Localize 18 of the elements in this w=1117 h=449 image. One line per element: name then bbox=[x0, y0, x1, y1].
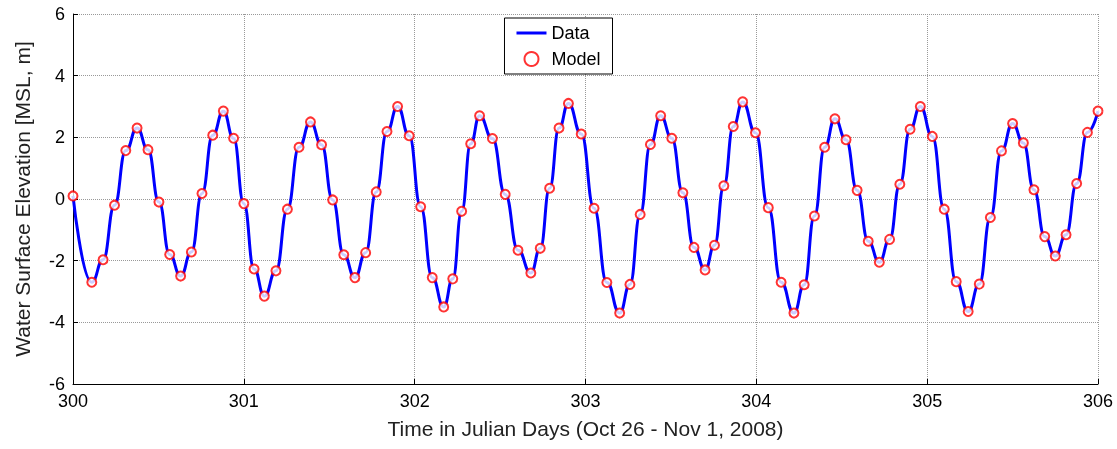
x-tick-label: 304 bbox=[741, 391, 772, 411]
x-tick-label: 305 bbox=[912, 391, 943, 411]
y-tick-label: -6 bbox=[48, 374, 65, 394]
x-tick-label: 300 bbox=[57, 391, 89, 411]
x-tick-label: 303 bbox=[570, 391, 601, 411]
y-tick-label: -2 bbox=[48, 250, 65, 271]
x-tick-label: 301 bbox=[228, 391, 259, 411]
y-tick-label: -4 bbox=[48, 312, 65, 333]
legend-label: Data bbox=[551, 23, 591, 43]
x-axis-title: Time in Julian Days (Oct 26 - Nov 1, 2008) bbox=[387, 417, 784, 440]
y-axis-title: Water Surface Elevation [MSL, m] bbox=[11, 41, 34, 357]
y-tick-label: 4 bbox=[54, 65, 65, 86]
legend-label: Model bbox=[551, 49, 601, 69]
y-tick-label: 6 bbox=[54, 4, 65, 24]
x-tick-label: 306 bbox=[1082, 391, 1114, 411]
x-tick-label: 302 bbox=[399, 391, 430, 411]
y-tick-label: 2 bbox=[54, 127, 65, 148]
y-tick-label: 0 bbox=[54, 189, 65, 209]
